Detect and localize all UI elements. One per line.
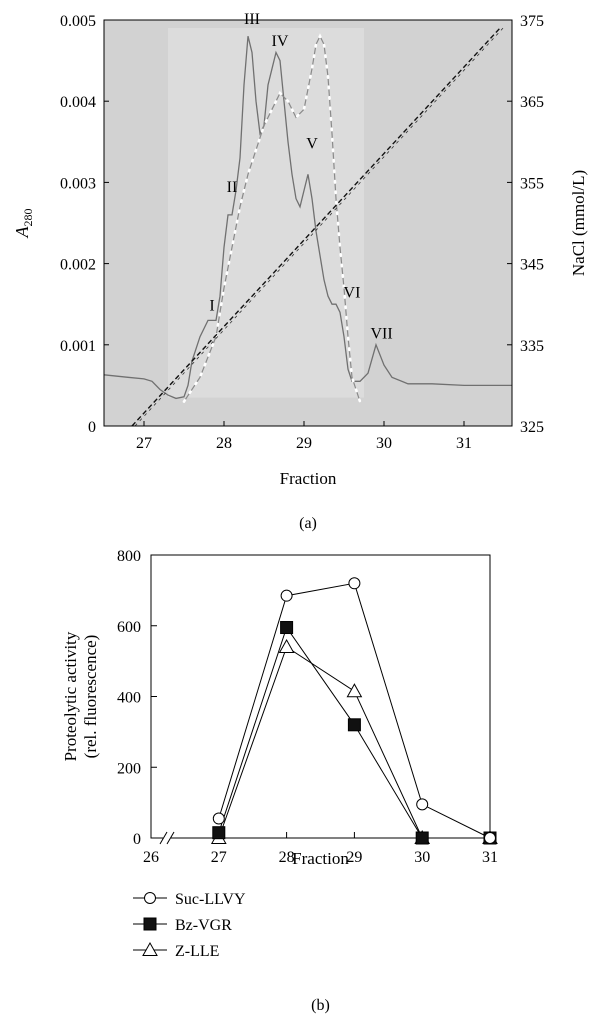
nacl-gradient-line — [131, 27, 501, 427]
x-tick-label: 31 — [456, 435, 472, 452]
y-right-tick-label: 325 — [520, 419, 544, 436]
y-tick-label: 200 — [117, 760, 141, 777]
y-tick-label: 800 — [117, 548, 141, 565]
data-point-bz-vgr — [347, 718, 361, 732]
data-point-suc-llvy — [212, 812, 225, 825]
x-tick-label: 27 — [136, 435, 152, 452]
peak-label-vi: VI — [344, 285, 361, 302]
panel-b-frame — [150, 554, 491, 839]
y-tick-label: 400 — [117, 690, 141, 707]
y-left-axis-label-subscript: 280 — [21, 209, 35, 227]
x-tick-label: 30 — [414, 849, 430, 866]
x-tick-label: 29 — [346, 849, 362, 866]
y-left-tick-label: 0.001 — [60, 338, 96, 355]
y-right-tick-label: 375 — [520, 13, 544, 30]
y-axis-label: Proteolytic activity (rel. fluorescence) — [61, 631, 100, 761]
legend: Suc-LLVY Bz-VGR Z-LLE — [133, 891, 246, 960]
x-tick-label: 26 — [143, 849, 159, 866]
peak-label-i: I — [209, 298, 214, 315]
data-point-z-lle — [346, 683, 363, 698]
y-right-axis-label: NaCl (mmol/L) — [569, 170, 588, 276]
x-tick-label: 30 — [376, 435, 392, 452]
y-left-tick-label: 0.004 — [60, 94, 96, 111]
y-right-tick-label: 365 — [520, 94, 544, 111]
y-right-tick-label: 355 — [520, 175, 544, 192]
y-left-tick-label: 0.003 — [60, 175, 96, 192]
x-tick-label: 27 — [211, 849, 227, 866]
panel-b: 26 27 28 29 30 31 0 200 400 600 800 Fraction Proteol… — [61, 548, 498, 1014]
y-left-axis-label-main: A — [12, 226, 32, 239]
y-right-tick-label: 335 — [520, 338, 544, 355]
peak-label-v: V — [306, 135, 318, 152]
y-left-tick-label: 0 — [88, 419, 96, 436]
series-line-bz-vgr — [218, 626, 490, 839]
y-tick-label: 0 — [133, 831, 141, 848]
x-tick-label: 29 — [296, 435, 312, 452]
data-point-bz-vgr — [212, 826, 226, 840]
axis-break-mark — [166, 831, 175, 845]
y-right-tick-label: 345 — [520, 257, 544, 274]
y-axis-label-line-2: (rel. fluorescence) — [81, 635, 100, 759]
legend-marker-z-lle — [142, 941, 158, 956]
y-left-tick-label: 0.005 — [60, 13, 96, 30]
y-axis-label-line-1: Proteolytic activity — [61, 631, 80, 761]
data-point-z-lle — [278, 638, 295, 653]
data-point-suc-llvy — [416, 798, 429, 811]
data-point-suc-llvy — [280, 589, 293, 602]
x-tick-label: 28 — [279, 849, 295, 866]
a280-second-trace-dots — [182, 33, 362, 403]
peak-label-iv: IV — [272, 33, 289, 50]
peak-label-vii: VII — [370, 325, 392, 342]
y-left-tick-label: 0.002 — [60, 257, 96, 274]
data-point-bz-vgr — [280, 621, 294, 635]
panel-a-frame — [103, 19, 513, 427]
legend-label-bz-vgr: Bz-VGR — [175, 917, 232, 934]
legend-label-suc-llvy: Suc-LLVY — [175, 891, 246, 908]
data-point-suc-llvy — [484, 832, 496, 844]
x-axis-label: Fraction — [292, 849, 349, 868]
panel-label-b: (b) — [311, 997, 330, 1014]
panel-label-a: (a) — [299, 515, 317, 532]
y-left-axis-label: A280 — [12, 209, 35, 239]
x-tick-label: 31 — [482, 849, 498, 866]
legend-label-z-lle: Z-LLE — [175, 943, 219, 960]
axis-break-gap — [163, 832, 171, 844]
peak-label-ii: II — [227, 179, 238, 196]
panel-a-scan-overlay — [168, 28, 364, 398]
axis-break-mark — [159, 831, 168, 845]
y-tick-label: 600 — [117, 619, 141, 636]
legend-marker-bz-vgr — [143, 917, 157, 931]
a280-trace-line — [103, 36, 512, 400]
series-line-z-lle — [218, 646, 490, 839]
data-point-suc-llvy — [348, 577, 361, 590]
data-point-bz-vgr — [415, 831, 429, 845]
x-tick-label: 28 — [216, 435, 232, 452]
x-axis-label: Fraction — [280, 469, 337, 488]
legend-marker-suc-llvy — [144, 892, 156, 904]
